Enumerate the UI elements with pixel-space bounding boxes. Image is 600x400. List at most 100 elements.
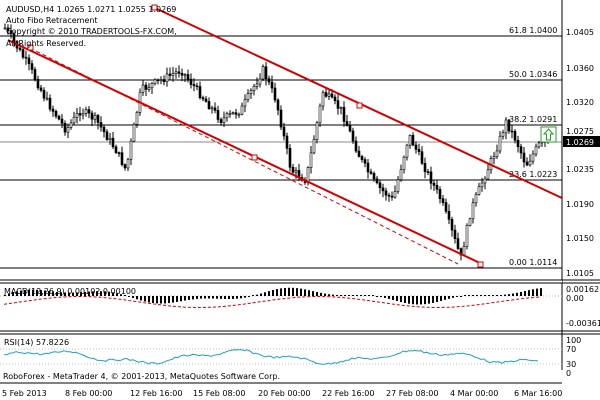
candle [285, 132, 289, 155]
channel-handle[interactable] [251, 154, 258, 161]
channel-handle[interactable] [356, 102, 363, 109]
candle [261, 64, 265, 81]
channel-handle[interactable] [477, 261, 484, 268]
candle [156, 78, 160, 85]
candle [504, 117, 508, 140]
candle [288, 144, 292, 172]
macd-bar [328, 294, 330, 296]
macd-bar [324, 293, 326, 296]
candle [339, 106, 343, 115]
macd-bar [280, 288, 282, 296]
candle [243, 94, 247, 113]
candle [201, 95, 205, 102]
rsi-tick: 100 [566, 336, 581, 345]
macd-bar [84, 291, 86, 296]
macd-bar [460, 296, 462, 297]
candle [354, 136, 358, 153]
candle [24, 50, 28, 65]
macd-pane[interactable]: MACD(12,26,9) 0.00102 0.00100 0.00162 0.… [0, 285, 600, 328]
candle [234, 108, 238, 119]
time-axis[interactable]: 5 Feb 2013 8 Feb 00:00 12 Feb 16:00 15 F… [0, 382, 562, 398]
candlestick-series[interactable] [3, 23, 550, 261]
candle [144, 82, 148, 96]
macd-bar [220, 296, 222, 299]
price-pane[interactable]: 61.8 1.0400 50.0 1.0346 38.2 1.0291 23.6… [0, 4, 563, 269]
candle [75, 107, 79, 124]
candle [270, 75, 274, 93]
macd-bar [512, 293, 514, 296]
macd-bar [408, 296, 410, 304]
indicator-name-label: Auto Fibo Retracement [6, 16, 98, 25]
candle [198, 81, 202, 100]
macd-bar [384, 296, 386, 298]
up-arrow-icon[interactable] [540, 126, 557, 143]
macd-bar [72, 292, 74, 296]
channel-handle[interactable] [151, 4, 158, 11]
macd-bar [64, 292, 66, 296]
candle [438, 186, 442, 204]
macd-bar [472, 295, 474, 296]
candle [360, 154, 364, 163]
candle [399, 164, 403, 182]
candle [240, 102, 244, 116]
macd-bar [188, 296, 190, 300]
channel-handle[interactable] [27, 44, 34, 51]
pane-separator[interactable] [0, 280, 562, 283]
price-tick: 1.0275 [566, 127, 594, 136]
candle [351, 127, 355, 144]
macd-bar [144, 296, 146, 302]
candle [126, 157, 130, 172]
candle [426, 168, 430, 176]
macd-bar [528, 290, 530, 296]
macd-bar [168, 296, 170, 304]
candle [51, 105, 55, 117]
candle [255, 77, 259, 90]
candle [483, 176, 487, 190]
candle [123, 163, 127, 171]
candle [417, 143, 421, 156]
candle [408, 134, 412, 149]
macd-bar [148, 296, 150, 303]
price-axis[interactable]: 1.0405 1.0360 1.0320 1.0275 1.0235 1.019… [561, 0, 600, 370]
fibo-label-618: 61.8 1.0400 [509, 26, 557, 35]
rsi-tick: 70 [566, 345, 576, 354]
macd-bar [236, 296, 238, 299]
macd-bar [4, 294, 6, 296]
candle [207, 97, 211, 110]
macd-bar [284, 287, 286, 296]
candle [159, 76, 163, 85]
macd-bar [508, 294, 510, 296]
candle [387, 192, 391, 202]
macd-bar [468, 295, 470, 296]
channel-lower-line[interactable] [7, 39, 483, 265]
macd-bar [240, 296, 242, 299]
macd-bar [244, 296, 246, 298]
macd-bar [404, 296, 406, 303]
macd-tick: -0.00361 [566, 319, 600, 328]
candle [48, 94, 52, 112]
macd-bar [464, 295, 466, 296]
macd-bar [520, 291, 522, 296]
candle [444, 198, 448, 214]
macd-bar [440, 296, 442, 301]
candle [42, 87, 46, 102]
macd-bar [316, 291, 318, 296]
macd-bar [308, 290, 310, 296]
time-tick: 6 Mar 16:00 [514, 389, 562, 398]
candle [69, 119, 73, 130]
candle [474, 191, 478, 207]
candle [165, 67, 169, 87]
macd-signal-line [3, 296, 541, 308]
candle [456, 232, 460, 251]
rsi-pane[interactable]: RSI(14) 57.8226 100 70 30 0 RoboForex - … [0, 336, 581, 381]
candle [33, 66, 37, 82]
trend-channel[interactable] [7, 4, 563, 268]
candle [96, 113, 100, 130]
candle [402, 155, 406, 174]
candle [468, 217, 472, 227]
macd-bar [204, 296, 206, 299]
macd-bar [260, 293, 262, 296]
candle [423, 157, 427, 179]
